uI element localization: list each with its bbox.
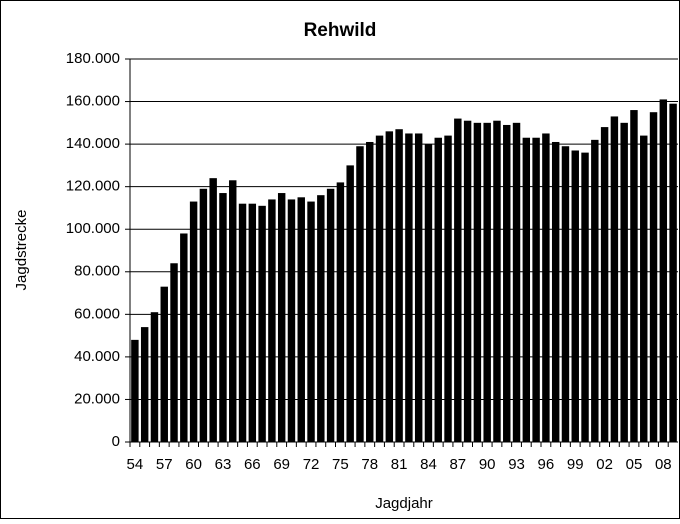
x-tick-label: 78	[361, 456, 378, 473]
bar	[317, 195, 325, 442]
x-tick-label: 93	[508, 456, 525, 473]
bar	[131, 339, 139, 442]
bar	[248, 203, 257, 442]
x-tick-label: 66	[244, 456, 261, 473]
bar	[219, 193, 227, 442]
x-tick-label: 72	[303, 456, 320, 473]
bar	[385, 131, 394, 442]
bar	[307, 201, 315, 442]
x-tick-label: 99	[567, 456, 584, 473]
bar	[229, 180, 237, 443]
bar	[287, 199, 296, 442]
x-tick-label: 02	[596, 456, 613, 473]
bar	[512, 122, 521, 442]
y-tick-label: 80.000	[74, 263, 120, 280]
y-tick-label: 100.000	[66, 220, 120, 237]
bar	[277, 193, 286, 442]
bar	[659, 99, 668, 442]
y-tick-label: 60.000	[74, 305, 120, 322]
x-axis-label: Jagdjahr	[375, 495, 433, 512]
bar	[346, 165, 354, 442]
y-tick-label: 20.000	[74, 390, 120, 407]
x-tick-label: 96	[538, 456, 555, 473]
bar	[297, 197, 305, 442]
bar	[591, 139, 599, 442]
bar	[326, 188, 335, 442]
bar	[414, 133, 423, 442]
bar	[336, 182, 345, 442]
y-axis-label: Jagdstrecke	[13, 210, 30, 291]
bar	[532, 137, 540, 442]
bar	[640, 135, 648, 442]
bar	[434, 137, 442, 442]
bar	[610, 116, 619, 442]
x-tick-label: 87	[449, 456, 466, 473]
bar	[199, 188, 208, 442]
y-tick-label: 120.000	[66, 178, 120, 195]
bar	[238, 203, 247, 442]
x-tick-label: 75	[332, 456, 349, 473]
bar	[395, 129, 403, 442]
bar	[571, 150, 579, 442]
y-tick-label: 0	[112, 433, 120, 450]
bar	[473, 122, 482, 442]
bar	[375, 135, 384, 442]
bar	[630, 110, 638, 443]
y-tick-label: 160.000	[66, 93, 120, 110]
bar	[581, 152, 589, 442]
bar	[424, 144, 433, 442]
bar	[356, 146, 364, 442]
bar	[551, 141, 560, 442]
bar	[405, 133, 413, 442]
bar	[483, 122, 491, 442]
x-tick-label: 08	[655, 456, 672, 473]
y-tick-label: 40.000	[74, 348, 120, 365]
bar	[620, 122, 628, 442]
bar	[463, 120, 472, 442]
bar	[150, 312, 159, 442]
bar	[160, 286, 168, 442]
bar	[258, 205, 266, 442]
x-tick-label: 05	[626, 456, 643, 473]
bar	[669, 103, 677, 442]
y-tick-label: 140.000	[66, 135, 120, 152]
bar	[180, 233, 188, 442]
bar	[542, 133, 550, 442]
x-tick-label: 63	[215, 456, 232, 473]
bar	[170, 263, 178, 442]
bar	[522, 137, 531, 442]
bar	[493, 120, 501, 442]
chart-title: Rehwild	[304, 20, 377, 41]
x-tick-label: 60	[185, 456, 202, 473]
bar	[600, 127, 609, 442]
x-tick-label: 81	[391, 456, 408, 473]
bar	[189, 201, 198, 442]
bar	[561, 146, 570, 442]
bar	[268, 199, 276, 442]
bar	[140, 327, 149, 442]
x-tick-label: 90	[479, 456, 496, 473]
bar	[209, 178, 217, 442]
x-tick-label: 69	[273, 456, 290, 473]
y-tick-label: 180.000	[66, 50, 120, 67]
bar	[503, 124, 511, 442]
x-tick-label: 54	[127, 456, 144, 473]
bar	[454, 118, 462, 443]
x-tick-label: 57	[156, 456, 173, 473]
x-tick-label: 84	[420, 456, 437, 473]
bar	[366, 141, 374, 442]
bar	[649, 112, 658, 442]
bar	[444, 135, 452, 442]
